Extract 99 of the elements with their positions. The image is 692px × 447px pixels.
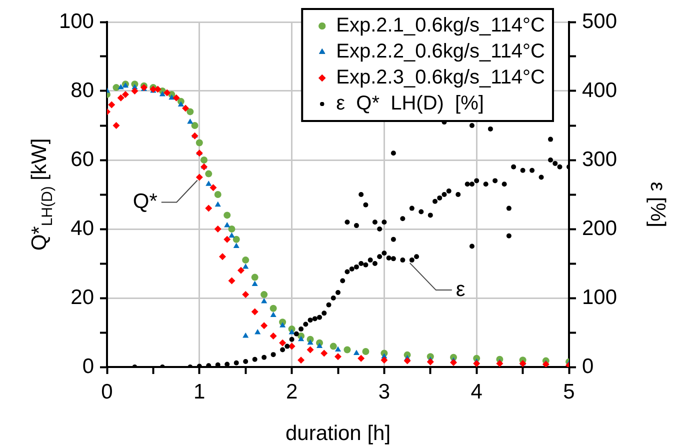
- point: [270, 332, 277, 340]
- x-tick-label: 4: [470, 380, 483, 404]
- point: [242, 256, 250, 264]
- x-tick-label: 5: [563, 380, 575, 404]
- x-tick-label: 2: [286, 380, 298, 404]
- point: [270, 304, 277, 312]
- y2-tick-label: 200: [582, 216, 618, 240]
- point: [261, 298, 268, 304]
- point: [214, 201, 221, 207]
- point: [362, 348, 370, 355]
- point: [205, 170, 212, 178]
- point: [233, 242, 240, 248]
- point: [112, 84, 120, 92]
- point: [228, 277, 236, 284]
- y-tick-label: 20: [70, 286, 94, 309]
- point: [206, 180, 212, 186]
- y-axis-title: Q*LH(D) [kW]: [28, 138, 56, 251]
- point: [330, 342, 337, 350]
- point: [172, 94, 180, 102]
- point: [334, 353, 342, 360]
- point: [252, 280, 258, 286]
- point: [298, 356, 305, 364]
- point: [196, 139, 203, 146]
- point: [251, 308, 258, 316]
- y2-tick-label: 0: [582, 354, 594, 378]
- point: [228, 232, 235, 238]
- point: [404, 357, 411, 364]
- point: [214, 226, 222, 232]
- point: [186, 108, 194, 116]
- point: [260, 322, 268, 330]
- point: [228, 226, 236, 232]
- point: [254, 329, 261, 334]
- point: [232, 236, 240, 243]
- point: [320, 350, 328, 357]
- x-tick-label: 0: [101, 380, 113, 404]
- annotation: ε: [456, 278, 466, 301]
- point: [159, 90, 166, 96]
- point: [242, 291, 250, 298]
- point: [131, 88, 138, 94]
- point: [280, 322, 286, 328]
- point: [316, 342, 323, 348]
- x-axis-title: duration [h]: [285, 422, 391, 446]
- y2-axis-title: ε [%]: [646, 182, 670, 228]
- point: [450, 359, 457, 366]
- point: [108, 101, 116, 108]
- y2-tick-label: 400: [582, 78, 618, 102]
- point: [242, 332, 249, 338]
- point: [191, 122, 198, 129]
- point: [270, 312, 276, 317]
- x-tick-label: 1: [194, 380, 206, 404]
- y2-tick-label: 100: [582, 286, 618, 309]
- point: [118, 84, 124, 90]
- y-tick-label: 80: [70, 78, 94, 102]
- point: [260, 291, 268, 298]
- point: [334, 346, 342, 352]
- y-tick-label: 100: [58, 10, 94, 33]
- point: [224, 236, 231, 243]
- legend-label: Exp.2.3_0.6kg/s_114°C: [336, 66, 546, 89]
- point: [200, 156, 208, 164]
- point: [496, 360, 504, 367]
- point: [242, 263, 249, 269]
- point: [196, 174, 203, 181]
- point: [380, 356, 388, 364]
- y-tick-label: 60: [70, 148, 94, 171]
- legend-label: ε Q* LH(D) [%]: [336, 92, 484, 115]
- point: [214, 191, 222, 198]
- point: [288, 329, 295, 334]
- legend-label: Exp.2.2_0.6kg/s_114°C: [336, 40, 546, 63]
- y2-tick-label: 300: [582, 148, 618, 171]
- point: [122, 90, 129, 98]
- annotation: Q*: [132, 190, 158, 214]
- y-tick-label: 0: [82, 354, 94, 378]
- point: [426, 358, 434, 366]
- point: [182, 104, 190, 112]
- point: [279, 339, 286, 346]
- point: [358, 354, 365, 362]
- point: [224, 212, 231, 219]
- point: [224, 222, 230, 228]
- point: [219, 253, 226, 260]
- legend-label: Exp.2.1_0.6kg/s_114°C: [336, 14, 546, 37]
- point: [344, 346, 351, 354]
- point: [251, 274, 258, 281]
- point: [353, 350, 360, 355]
- point: [473, 360, 480, 367]
- point: [306, 346, 314, 354]
- x-tick-label: 3: [378, 380, 390, 404]
- point: [112, 122, 120, 129]
- point: [288, 342, 296, 350]
- point: [307, 339, 314, 345]
- point: [237, 266, 244, 274]
- point: [178, 101, 184, 107]
- point: [117, 94, 124, 102]
- y2-tick-label: 500: [582, 10, 618, 33]
- point: [298, 336, 304, 342]
- point: [210, 184, 217, 192]
- point: [205, 204, 212, 212]
- y-tick-label: 40: [70, 216, 94, 240]
- point: [187, 118, 194, 124]
- point: [164, 89, 171, 96]
